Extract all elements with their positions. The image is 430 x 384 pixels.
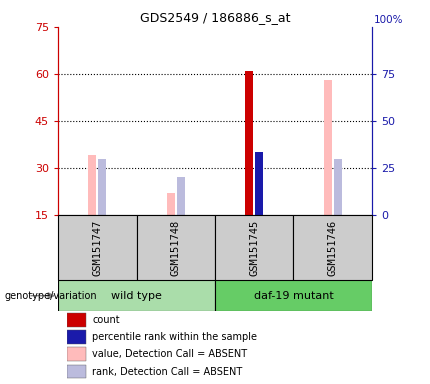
Text: value, Detection Call = ABSENT: value, Detection Call = ABSENT (92, 349, 248, 359)
Bar (137, 215, 215, 280)
Bar (177, 177, 185, 215)
Text: wild type: wild type (111, 291, 162, 301)
Bar (293, 215, 372, 280)
Bar (67, 330, 86, 344)
Bar (58, 215, 137, 280)
Text: rank, Detection Call = ABSENT: rank, Detection Call = ABSENT (92, 366, 243, 377)
Text: 100%: 100% (374, 15, 404, 25)
Text: GSM151748: GSM151748 (171, 220, 181, 276)
Bar (167, 193, 175, 215)
Bar (67, 313, 86, 326)
Bar (334, 159, 342, 215)
Text: GSM151746: GSM151746 (328, 220, 338, 276)
Bar (58, 280, 215, 311)
Text: genotype/variation: genotype/variation (4, 291, 97, 301)
Bar (98, 159, 106, 215)
Text: count: count (92, 314, 120, 325)
Bar (67, 347, 86, 361)
Title: GDS2549 / 186886_s_at: GDS2549 / 186886_s_at (140, 11, 290, 24)
Bar (67, 365, 86, 379)
Bar (215, 215, 293, 280)
Text: daf-19 mutant: daf-19 mutant (254, 291, 333, 301)
Text: GSM151745: GSM151745 (249, 220, 259, 276)
Bar (324, 80, 332, 215)
Text: percentile rank within the sample: percentile rank within the sample (92, 332, 258, 342)
Bar (255, 152, 263, 215)
Text: GSM151747: GSM151747 (92, 220, 102, 276)
Bar (245, 71, 253, 215)
Bar (215, 280, 372, 311)
Bar (88, 156, 96, 215)
